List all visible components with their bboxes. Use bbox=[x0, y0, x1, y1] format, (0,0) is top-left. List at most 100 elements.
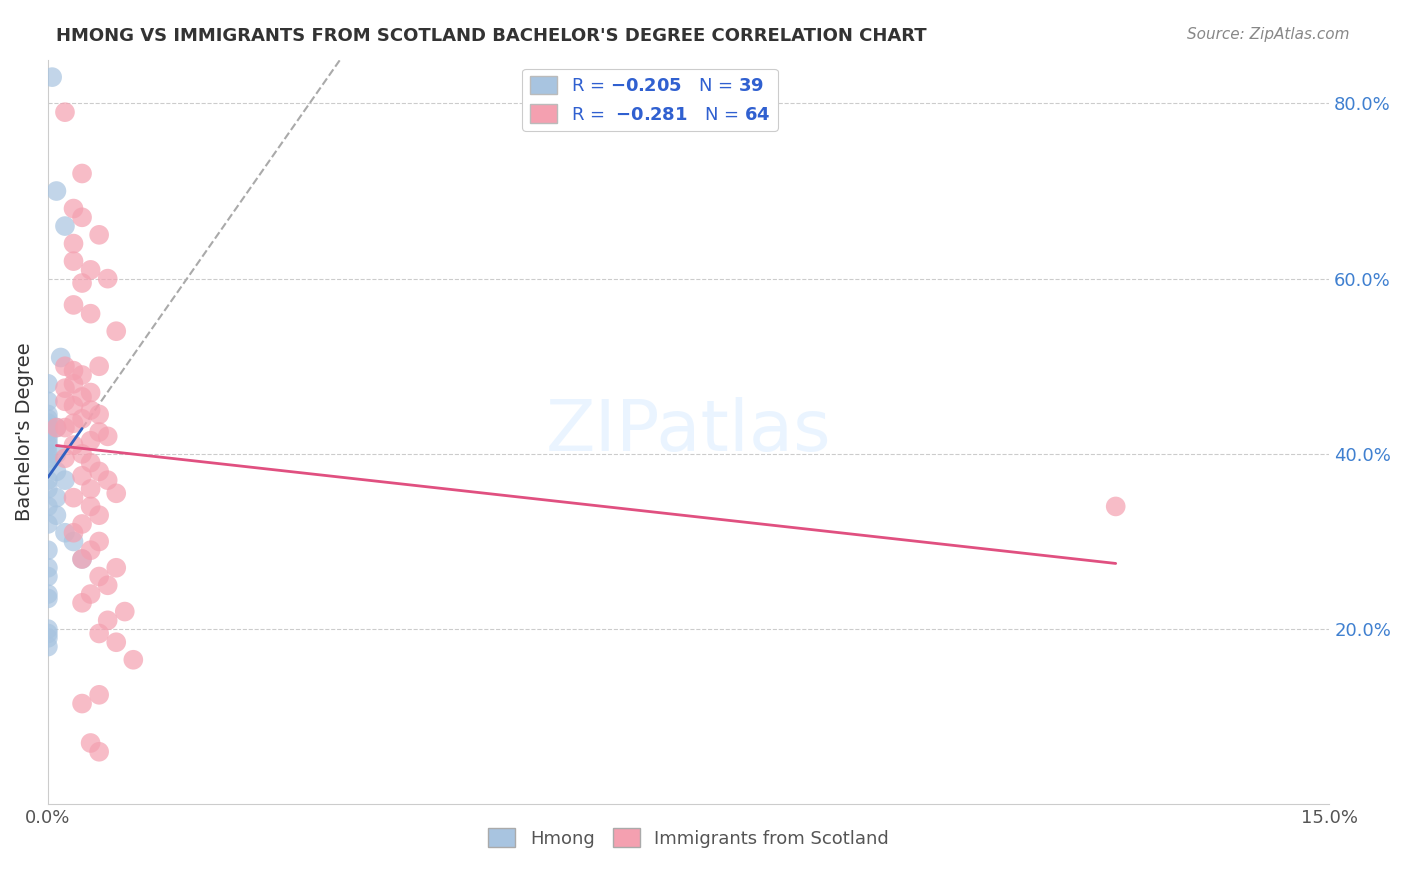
Point bbox=[79, 543, 101, 558]
Point bbox=[37, 640, 59, 654]
Point bbox=[70, 596, 93, 610]
Point bbox=[97, 578, 120, 592]
Point bbox=[79, 263, 101, 277]
Point bbox=[53, 381, 76, 395]
Point bbox=[89, 569, 111, 583]
Point bbox=[37, 420, 59, 434]
Point bbox=[45, 184, 67, 198]
Point bbox=[70, 552, 93, 566]
Point bbox=[97, 613, 120, 627]
Point bbox=[53, 394, 76, 409]
Point bbox=[105, 561, 128, 575]
Point bbox=[37, 569, 59, 583]
Point bbox=[53, 525, 76, 540]
Point bbox=[45, 491, 67, 505]
Point bbox=[89, 227, 111, 242]
Point bbox=[53, 105, 76, 120]
Point bbox=[37, 376, 59, 391]
Point bbox=[62, 202, 84, 216]
Point bbox=[89, 508, 111, 523]
Point bbox=[79, 307, 101, 321]
Point bbox=[62, 236, 84, 251]
Point bbox=[70, 552, 93, 566]
Point bbox=[41, 70, 63, 84]
Point bbox=[62, 364, 84, 378]
Point bbox=[37, 456, 59, 470]
Point bbox=[79, 403, 101, 417]
Point bbox=[37, 626, 59, 640]
Point bbox=[37, 425, 59, 439]
Point bbox=[37, 631, 59, 645]
Point bbox=[37, 591, 59, 606]
Point bbox=[45, 464, 67, 478]
Point bbox=[37, 429, 59, 443]
Y-axis label: Bachelor's Degree: Bachelor's Degree bbox=[15, 343, 34, 521]
Text: Source: ZipAtlas.com: Source: ZipAtlas.com bbox=[1187, 27, 1350, 42]
Point bbox=[89, 425, 111, 439]
Point bbox=[62, 491, 84, 505]
Point bbox=[97, 271, 120, 285]
Point bbox=[37, 561, 59, 575]
Point bbox=[114, 605, 136, 619]
Point bbox=[1105, 500, 1128, 514]
Point bbox=[70, 447, 93, 461]
Text: ZIPatlas: ZIPatlas bbox=[546, 398, 831, 467]
Text: HMONG VS IMMIGRANTS FROM SCOTLAND BACHELOR'S DEGREE CORRELATION CHART: HMONG VS IMMIGRANTS FROM SCOTLAND BACHEL… bbox=[56, 27, 927, 45]
Point bbox=[37, 482, 59, 496]
Point bbox=[62, 399, 84, 413]
Point bbox=[70, 167, 93, 181]
Point bbox=[79, 482, 101, 496]
Point bbox=[105, 635, 128, 649]
Point bbox=[89, 408, 111, 422]
Point bbox=[62, 298, 84, 312]
Point bbox=[89, 745, 111, 759]
Point bbox=[37, 434, 59, 448]
Point bbox=[62, 254, 84, 268]
Point bbox=[62, 416, 84, 430]
Point bbox=[62, 525, 84, 540]
Point bbox=[70, 468, 93, 483]
Point bbox=[37, 408, 59, 422]
Point bbox=[97, 473, 120, 487]
Point bbox=[89, 359, 111, 374]
Point bbox=[53, 219, 76, 233]
Point bbox=[70, 276, 93, 290]
Point bbox=[122, 653, 145, 667]
Point bbox=[79, 736, 101, 750]
Point bbox=[37, 438, 59, 452]
Point bbox=[37, 412, 59, 426]
Point bbox=[45, 420, 67, 434]
Point bbox=[62, 534, 84, 549]
Point bbox=[53, 451, 76, 466]
Point bbox=[105, 324, 128, 338]
Point bbox=[79, 456, 101, 470]
Point bbox=[62, 438, 84, 452]
Legend: Hmong, Immigrants from Scotland: Hmong, Immigrants from Scotland bbox=[481, 821, 896, 855]
Point bbox=[70, 390, 93, 404]
Point bbox=[45, 420, 67, 434]
Point bbox=[97, 429, 120, 443]
Point bbox=[62, 376, 84, 391]
Point bbox=[37, 622, 59, 636]
Point bbox=[89, 626, 111, 640]
Point bbox=[53, 473, 76, 487]
Point bbox=[49, 351, 72, 365]
Point bbox=[89, 464, 111, 478]
Point bbox=[37, 394, 59, 409]
Point bbox=[89, 534, 111, 549]
Point bbox=[53, 420, 76, 434]
Point bbox=[70, 412, 93, 426]
Point bbox=[70, 368, 93, 382]
Point bbox=[53, 359, 76, 374]
Point bbox=[37, 516, 59, 531]
Point bbox=[70, 516, 93, 531]
Point bbox=[79, 587, 101, 601]
Point bbox=[45, 447, 67, 461]
Point bbox=[70, 211, 93, 225]
Point bbox=[70, 697, 93, 711]
Point bbox=[89, 688, 111, 702]
Point bbox=[37, 543, 59, 558]
Point bbox=[37, 451, 59, 466]
Point bbox=[37, 416, 59, 430]
Point bbox=[37, 447, 59, 461]
